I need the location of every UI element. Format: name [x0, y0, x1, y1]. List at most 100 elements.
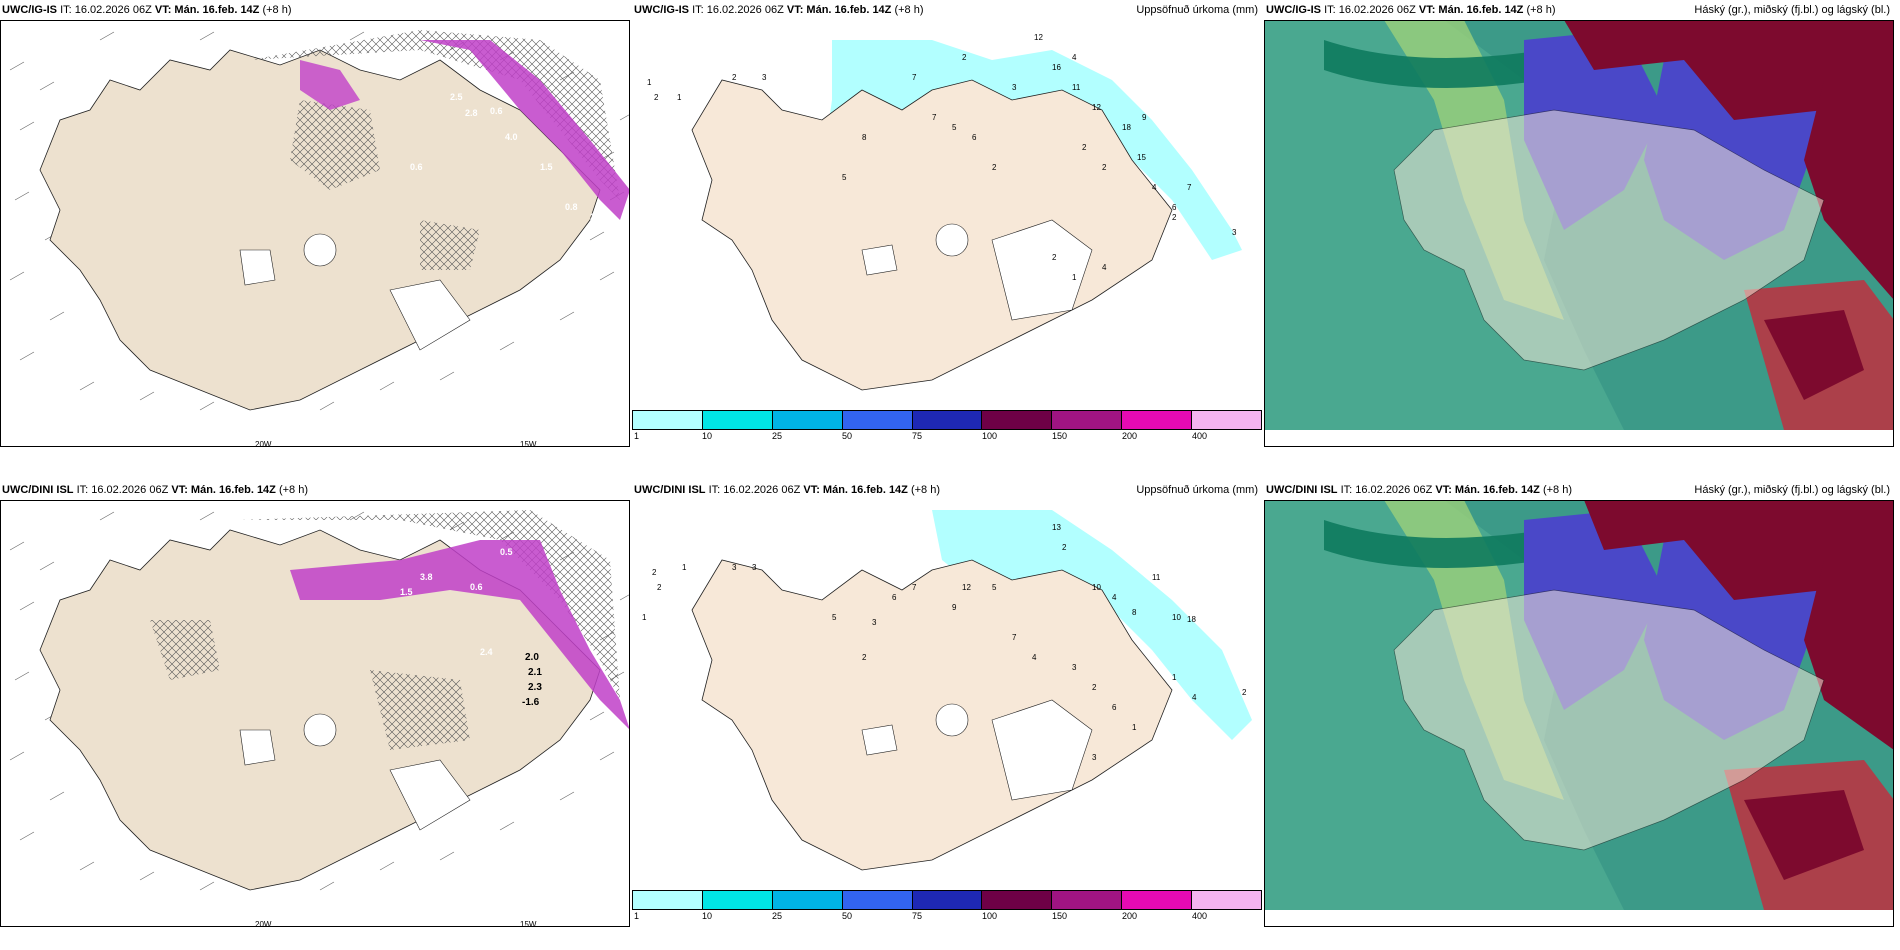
- colorbar-label: 400: [1192, 431, 1208, 441]
- svg-text:5: 5: [992, 583, 997, 592]
- colorbar-label: 50: [842, 431, 853, 441]
- svg-text:3: 3: [1012, 83, 1017, 92]
- svg-text:2: 2: [992, 163, 997, 172]
- svg-text:6: 6: [892, 593, 897, 602]
- colorbar-label: 75: [912, 911, 923, 921]
- colorbar-swatch: [912, 891, 983, 909]
- colorbar-swatch: [1192, 411, 1262, 429]
- colorbar-swatch: [1052, 411, 1123, 429]
- svg-text:3: 3: [752, 563, 757, 572]
- svg-text:1: 1: [1172, 673, 1177, 682]
- svg-text:4: 4: [1192, 693, 1197, 702]
- svg-text:4: 4: [1102, 263, 1107, 272]
- svg-text:1: 1: [647, 78, 652, 87]
- svg-text:7: 7: [912, 73, 917, 82]
- svg-text:2: 2: [654, 93, 659, 102]
- svg-text:10: 10: [1092, 583, 1101, 592]
- wind-temperature-map[interactable]: 0.5 2.5 2.8 0.6 0.6 4.0 1.5 0.8 2.4: [0, 20, 630, 430]
- colorbar-swatch: [1122, 411, 1193, 429]
- temp-label: 1.5: [540, 162, 553, 172]
- colorbar-swatch: [1052, 891, 1123, 909]
- svg-text:2: 2: [962, 53, 967, 62]
- temp-label: 2.1: [528, 667, 542, 678]
- lon-label: 15W: [520, 920, 537, 929]
- colorbar-swatch: [772, 891, 843, 909]
- colorbar-label: 150: [1052, 431, 1068, 441]
- lon-label: 20W: [255, 440, 272, 449]
- svg-text:2: 2: [652, 568, 657, 577]
- svg-text:10: 10: [1172, 613, 1181, 622]
- temp-label: 2.4: [480, 647, 493, 657]
- temp-label: 0.5: [500, 547, 513, 557]
- svg-text:4: 4: [1032, 653, 1037, 662]
- colorbar-label: 10: [702, 431, 713, 441]
- svg-text:3: 3: [762, 73, 767, 82]
- svg-text:2: 2: [1052, 253, 1057, 262]
- cloud-cover-map[interactable]: [1264, 500, 1894, 910]
- svg-text:11: 11: [1072, 83, 1081, 92]
- colorbar-label: 1: [634, 431, 640, 441]
- colorbar-swatch: [1122, 891, 1193, 909]
- precip-colorbar: 1 10 25 50 75 100 150 200 400: [632, 410, 1262, 441]
- panel-header: UWC/DINI ISL IT: 16.02.2026 06Z VT: Mán.…: [2, 484, 309, 496]
- svg-text:1: 1: [682, 563, 687, 572]
- temp-label: -1.6: [522, 697, 540, 708]
- colorbar-swatch: [633, 411, 703, 429]
- svg-text:9: 9: [952, 603, 957, 612]
- wind-temperature-map[interactable]: 0.3 0.5 3.8 1.5 0.6 2.4 2.0 2.1 2.3 -1.6: [0, 500, 630, 910]
- svg-text:3: 3: [1232, 228, 1237, 237]
- svg-text:13: 13: [1052, 523, 1061, 532]
- panel-title: Uppsöfnuð úrkoma (mm): [1136, 4, 1258, 16]
- svg-text:3: 3: [872, 618, 877, 627]
- svg-text:5: 5: [842, 173, 847, 182]
- svg-text:6: 6: [1112, 703, 1117, 712]
- svg-text:5: 5: [832, 613, 837, 622]
- svg-text:2: 2: [1092, 683, 1097, 692]
- temp-label: 1.5: [400, 587, 413, 597]
- panel-header: UWC/IG-IS IT: 16.02.2026 06Z VT: Mán. 16…: [634, 4, 924, 16]
- colorbar-label: 10: [702, 911, 713, 921]
- svg-text:7: 7: [932, 113, 937, 122]
- colorbar-swatch: [702, 411, 773, 429]
- svg-text:2: 2: [1242, 688, 1247, 697]
- svg-text:5: 5: [952, 123, 957, 132]
- panel-header: UWC/IG-IS IT: 16.02.2026 06Z VT: Mán. 16…: [2, 4, 292, 16]
- svg-text:8: 8: [862, 133, 867, 142]
- colorbar-swatch: [772, 411, 843, 429]
- colorbar-label: 25: [772, 431, 783, 441]
- temp-label: 4.0: [505, 132, 518, 142]
- colorbar-label: 50: [842, 911, 853, 921]
- svg-text:2: 2: [1172, 213, 1177, 222]
- svg-text:8: 8: [1132, 608, 1137, 617]
- colorbar-label: 25: [772, 911, 783, 921]
- svg-text:3: 3: [1072, 663, 1077, 672]
- svg-text:12: 12: [1092, 103, 1101, 112]
- colorbar-swatch: [982, 411, 1053, 429]
- svg-text:11: 11: [1152, 573, 1161, 582]
- temp-label: 0.8: [565, 202, 578, 212]
- svg-text:9: 9: [1142, 113, 1147, 122]
- colorbar-swatch: [633, 891, 703, 909]
- temp-label: 2.3: [528, 682, 542, 693]
- svg-text:3: 3: [732, 563, 737, 572]
- colorbar-label: 150: [1052, 911, 1068, 921]
- temp-label: 2.5: [450, 92, 463, 102]
- panel-ig-is-precip: UWC/IG-IS IT: 16.02.2026 06Z VT: Mán. 16…: [632, 0, 1262, 441]
- panel-title: Uppsöfnuð úrkoma (mm): [1136, 484, 1258, 496]
- colorbar-label: 75: [912, 431, 923, 441]
- colorbar-label: 200: [1122, 431, 1138, 441]
- temp-label: 0.6: [410, 162, 423, 172]
- colorbar-label: 100: [982, 431, 998, 441]
- svg-text:3: 3: [1092, 753, 1097, 762]
- svg-text:2: 2: [657, 583, 662, 592]
- svg-text:7: 7: [1187, 183, 1192, 192]
- panel-ig-is-wind: UWC/IG-IS IT: 16.02.2026 06Z VT: Mán. 16…: [0, 0, 630, 449]
- svg-text:12: 12: [1034, 33, 1043, 42]
- svg-text:1: 1: [1072, 273, 1077, 282]
- cloud-cover-map[interactable]: [1264, 20, 1894, 430]
- svg-text:2: 2: [732, 73, 737, 82]
- svg-text:16: 16: [1052, 63, 1061, 72]
- colorbar-swatch: [1192, 891, 1262, 909]
